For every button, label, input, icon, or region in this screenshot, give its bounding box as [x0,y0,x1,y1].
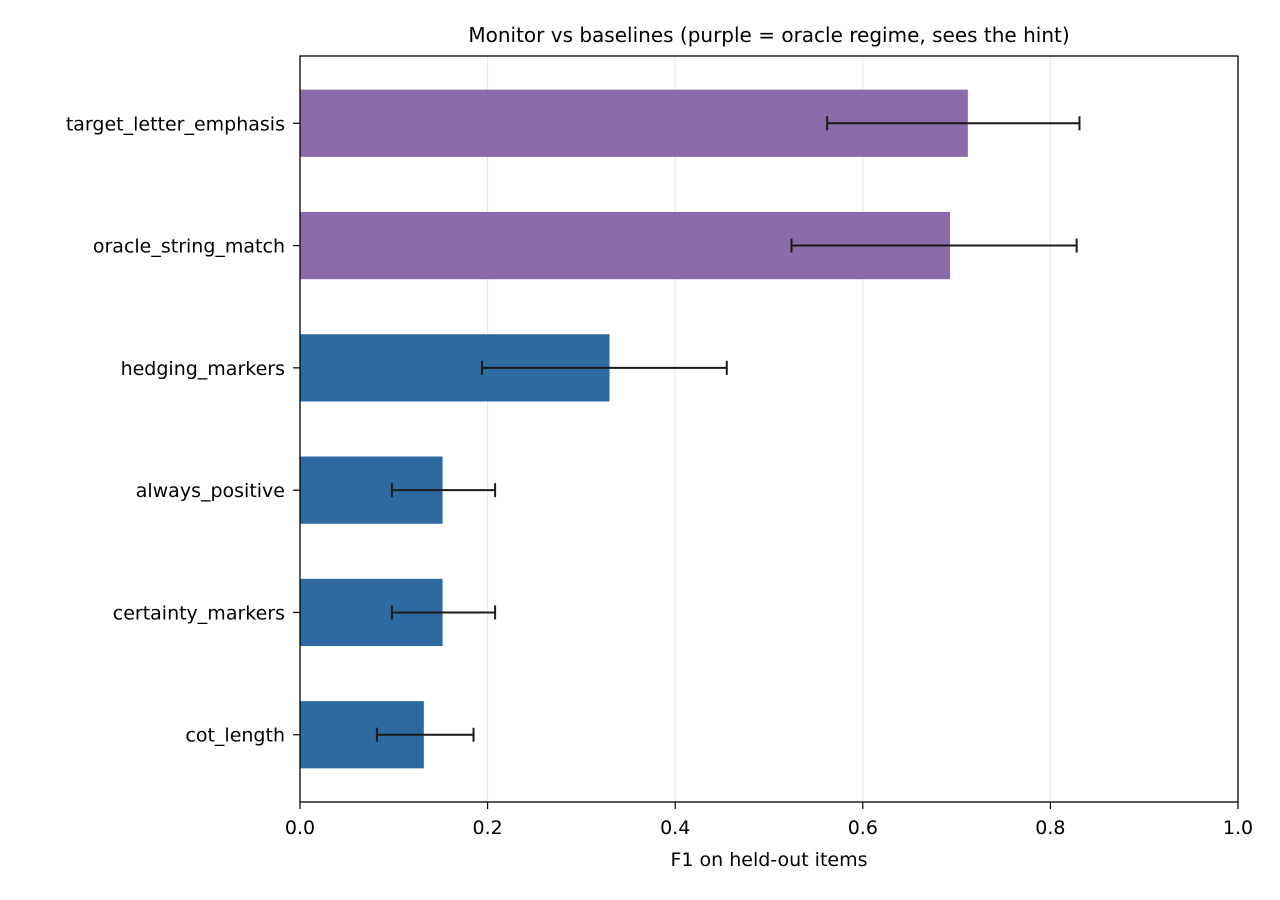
x-tick-label: 1.0 [1223,817,1253,839]
y-tick-label: oracle_string_match [93,236,285,258]
x-tick-label: 0.0 [285,817,315,839]
error-bars [375,116,1081,742]
chart-title: Monitor vs baselines (purple = oracle re… [468,23,1069,47]
plot-area-frame [299,55,1239,803]
y-tick-label: always_positive [136,480,285,502]
x-axis-ticks: 0.0 0.2 0.4 0.6 0.8 1.0 [285,802,1253,839]
y-tick-label: certainty_markers [113,602,285,624]
gridlines [487,56,1051,802]
x-tick-label: 0.6 [848,817,878,839]
x-tick-label: 0.4 [660,817,690,839]
x-axis-label: F1 on held-out items [670,849,867,871]
y-tick-label: target_letter_emphasis [66,113,285,135]
y-tick-label: hedging_markers [121,358,285,380]
y-tick-label: cot_length [185,725,285,747]
y-axis-ticks: target_letter_emphasis oracle_string_matc… [66,113,300,747]
x-tick-label: 0.2 [472,817,502,839]
x-tick-label: 0.8 [1035,817,1065,839]
